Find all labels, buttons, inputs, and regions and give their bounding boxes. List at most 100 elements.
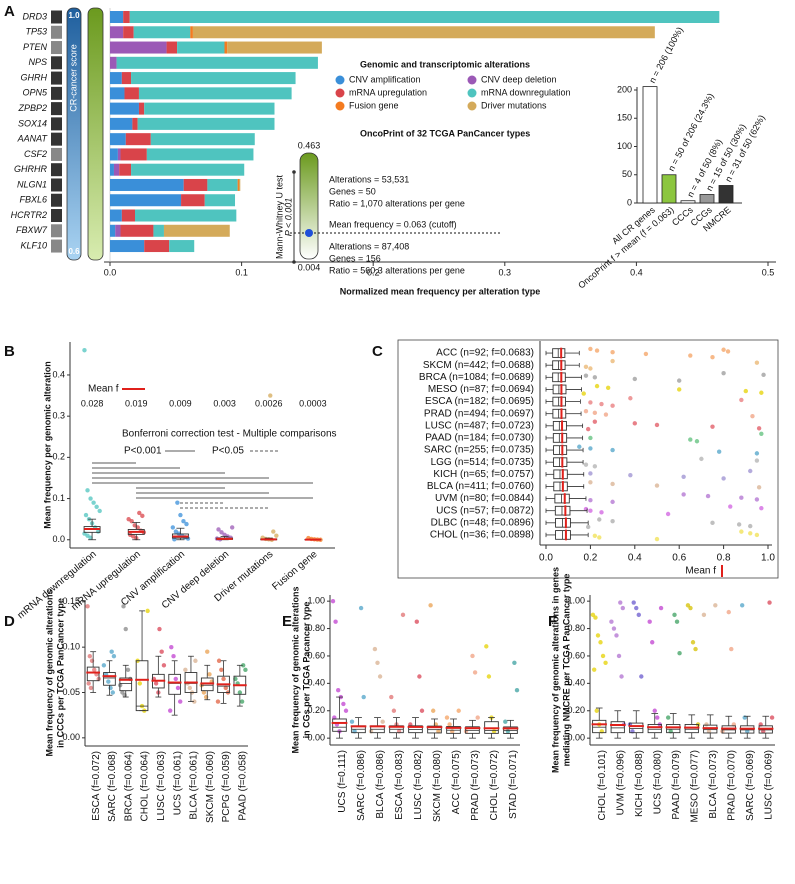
y-tick-label: 0.80 xyxy=(567,623,585,633)
data-point xyxy=(739,397,744,403)
x-tick-label: SARC (f=0.068) xyxy=(107,751,118,822)
y-axis-title: in CGs per TCGA Pacancer type xyxy=(301,602,311,739)
x-tick-label: 0.1 xyxy=(235,267,248,277)
box xyxy=(552,408,567,419)
bar-segment xyxy=(110,240,145,253)
mean-value: 0.0003 xyxy=(299,398,327,408)
x-tick-label: BRCA (f=0.064) xyxy=(123,751,134,821)
bar-segment xyxy=(110,11,124,23)
x-tick-label: PAAD (f=0.058) xyxy=(237,751,248,821)
y-tick-label: 150 xyxy=(617,113,632,123)
gene-label: FBXW7 xyxy=(16,225,48,235)
data-point xyxy=(181,519,186,524)
data-point xyxy=(592,533,598,538)
x-tick-label: BLCA (f=0.073) xyxy=(708,750,719,819)
data-point xyxy=(588,446,593,451)
data-point xyxy=(726,609,731,615)
gene-group-square xyxy=(51,193,62,207)
y-tick-label: 50 xyxy=(622,169,632,179)
bar-segment xyxy=(110,117,133,130)
colorbar xyxy=(66,7,82,261)
data-point xyxy=(83,512,89,518)
data-point xyxy=(681,492,686,497)
cutoff-dot xyxy=(305,229,313,237)
data-point xyxy=(754,360,760,365)
box xyxy=(86,666,100,682)
data-point xyxy=(754,532,760,538)
data-point xyxy=(603,412,609,417)
x-tick-label: 0.5 xyxy=(762,267,775,277)
y-tick-label: 0.60 xyxy=(307,650,325,660)
data-point xyxy=(237,690,243,695)
box xyxy=(554,505,571,516)
bar-segment xyxy=(110,26,124,39)
box xyxy=(552,348,566,358)
data-point xyxy=(216,527,221,532)
data-point xyxy=(391,708,397,713)
data-point xyxy=(672,612,677,618)
bar-segment xyxy=(110,87,125,100)
gene-label: PTEN xyxy=(23,42,48,52)
y-tick-label: 0.3 xyxy=(52,411,65,421)
data-point xyxy=(688,437,693,442)
x-tick-label: SARC (f=0.069) xyxy=(745,750,756,821)
y-tick-label: DLBC (n=48; f=0.0896) xyxy=(431,517,534,528)
legend-swatch xyxy=(335,75,345,85)
data-point xyxy=(610,499,615,505)
data-point xyxy=(588,508,593,513)
data-point xyxy=(414,619,419,624)
data-point xyxy=(349,719,355,724)
data-point xyxy=(125,667,131,673)
box xyxy=(553,481,568,492)
data-point xyxy=(271,529,276,534)
data-point xyxy=(183,667,188,673)
data-point xyxy=(109,649,114,654)
data-point xyxy=(681,474,686,480)
bar-segment xyxy=(183,178,208,191)
oncoprint-line: Alterations = 53,531 xyxy=(329,174,409,184)
bar-segment xyxy=(110,178,184,191)
gene-group-square xyxy=(51,71,62,85)
box xyxy=(592,719,607,734)
data-point xyxy=(729,646,734,652)
data-point xyxy=(135,525,140,530)
mean-value: 0.009 xyxy=(169,398,192,408)
data-point xyxy=(137,681,143,686)
data-point xyxy=(94,504,99,509)
gene-label: KLF10 xyxy=(20,240,47,250)
data-point xyxy=(97,508,102,514)
bar-segment xyxy=(133,26,191,39)
data-point xyxy=(88,685,94,691)
data-point xyxy=(639,674,644,679)
data-point xyxy=(756,485,762,490)
data-point xyxy=(444,715,450,720)
gene-group-square xyxy=(51,102,62,116)
data-point xyxy=(588,498,593,503)
x-tick-label: 0.6 xyxy=(672,553,686,564)
test-p: P < 0.001 xyxy=(283,198,293,236)
data-point xyxy=(754,497,760,502)
data-point xyxy=(610,518,615,524)
data-point xyxy=(171,654,176,659)
data-point xyxy=(632,421,637,426)
data-point xyxy=(600,653,606,659)
y-tick-label: 0.05 xyxy=(62,687,80,697)
data-point xyxy=(643,351,649,357)
y-tick-label: 100 xyxy=(617,141,632,151)
data-point xyxy=(610,358,615,364)
x-tick-label: PRAD (f=0.073) xyxy=(470,750,481,821)
oncoprint-line: Ratio = 1,070 alterations per gene xyxy=(329,198,465,208)
data-point xyxy=(588,400,593,405)
gene-label: CSF2 xyxy=(24,149,47,159)
data-point xyxy=(588,366,593,371)
data-point xyxy=(597,535,602,540)
box xyxy=(103,672,116,686)
bar-segment xyxy=(166,41,178,54)
y-tick-label: 0.20 xyxy=(307,705,325,715)
data-point xyxy=(223,685,228,691)
data-point xyxy=(690,640,696,645)
bar-segment xyxy=(131,72,296,85)
data-point xyxy=(121,604,126,609)
gene-group-square xyxy=(51,117,62,131)
data-point xyxy=(192,699,197,704)
